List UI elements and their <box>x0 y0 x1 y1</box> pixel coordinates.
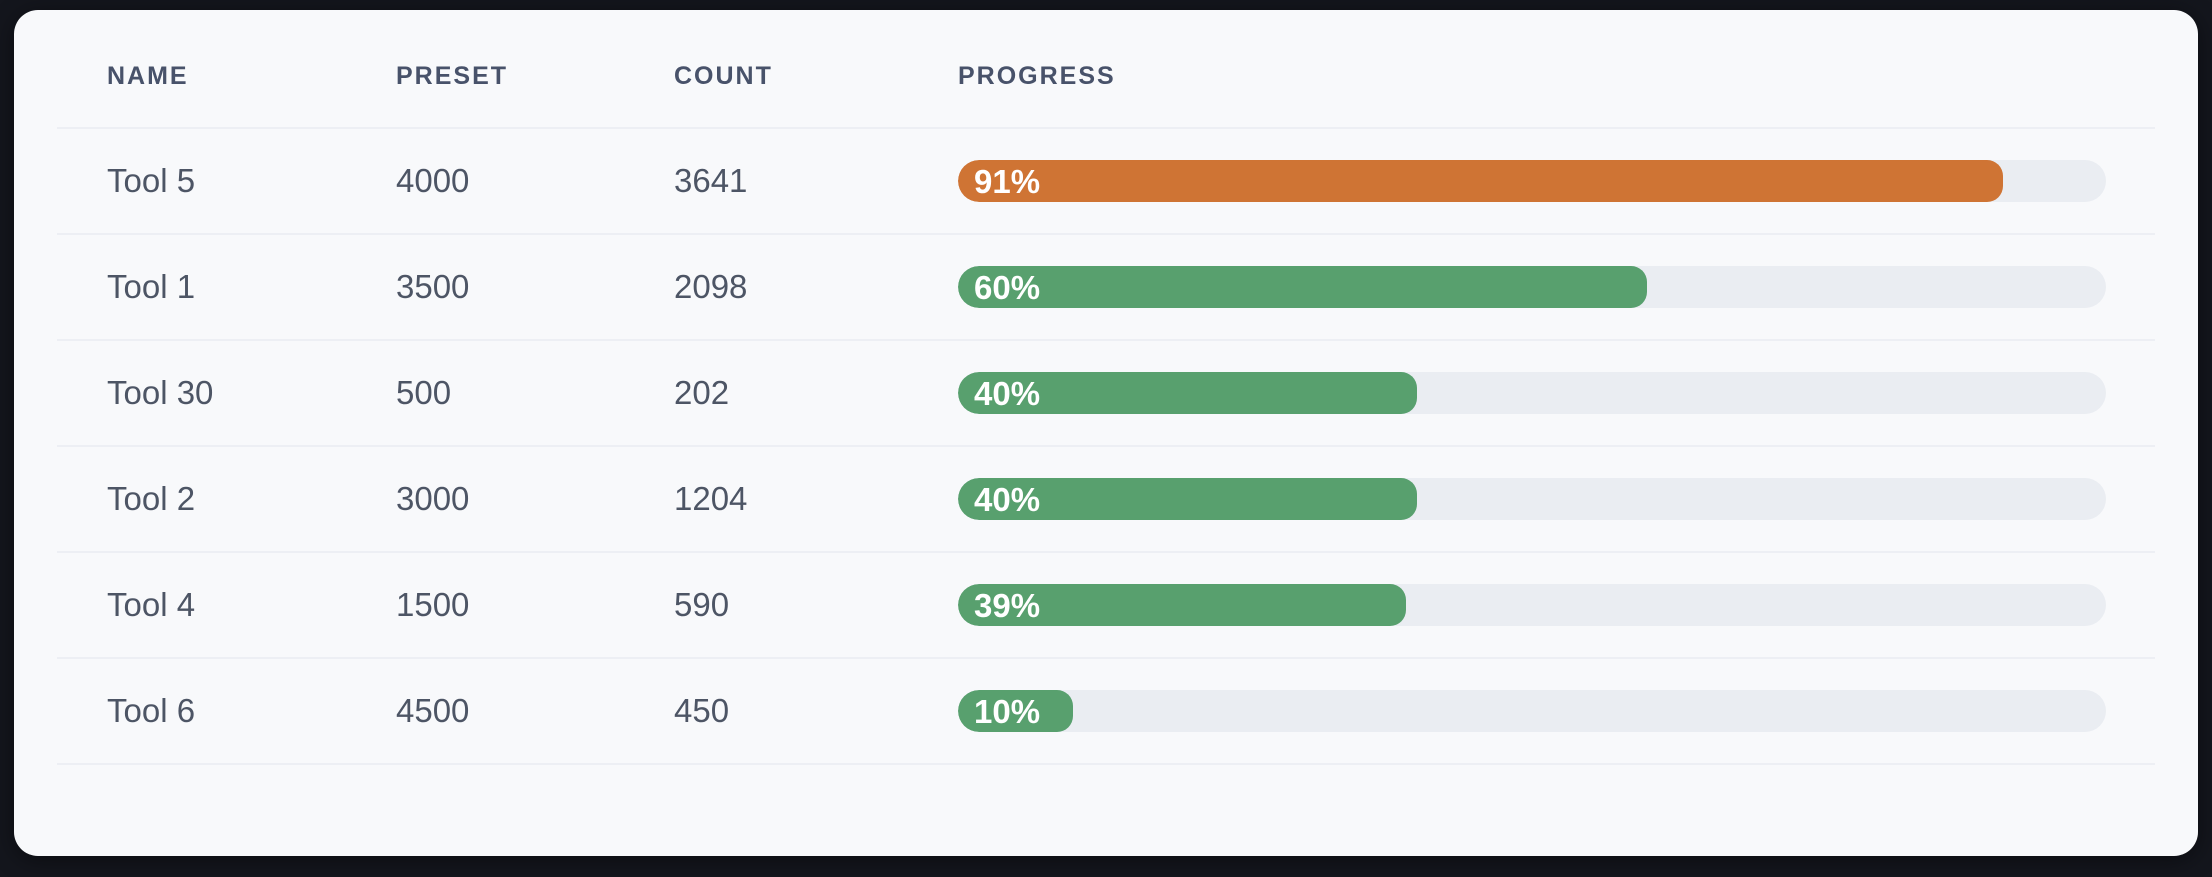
column-header-preset: PRESET <box>396 62 509 90</box>
cell-name: Tool 1 <box>107 268 196 305</box>
table-row: Tool 1 3500 2098 60% <box>57 233 2155 339</box>
table-header-row: NAME PRESET COUNT PROGRESS <box>57 10 2155 127</box>
cell-progress: 40% <box>958 372 2106 414</box>
progress-label: 60% <box>974 268 1041 306</box>
table-row: Tool 2 3000 1204 40% <box>57 445 2155 551</box>
cell-count: 590 <box>674 586 730 623</box>
cell-name: Tool 30 <box>107 374 214 411</box>
progress-bar-fill: 40% <box>958 478 1418 520</box>
cell-name: Tool 4 <box>107 586 196 623</box>
progress-bar-track: 60% <box>958 266 2106 308</box>
cell-count: 202 <box>674 374 730 411</box>
progress-bar-fill: 60% <box>958 266 1647 308</box>
progress-label: 40% <box>974 374 1041 412</box>
cell-count: 1204 <box>674 480 748 517</box>
progress-bar-track: 91% <box>958 160 2106 202</box>
table-body: Tool 5 4000 3641 91% Tool 1 3500 2098 60… <box>57 127 2155 763</box>
cell-name: Tool 6 <box>107 692 196 729</box>
cell-progress: 40% <box>958 478 2106 520</box>
progress-label: 10% <box>974 692 1041 730</box>
table-row: Tool 30 500 202 40% <box>57 339 2155 445</box>
cell-name: Tool 2 <box>107 480 196 517</box>
column-header-name: NAME <box>107 62 189 90</box>
progress-bar-fill: 91% <box>958 160 2003 202</box>
cell-progress: 60% <box>958 266 2106 308</box>
cell-preset: 3000 <box>396 480 470 517</box>
progress-bar-fill: 10% <box>958 690 1073 732</box>
table-row: Tool 4 1500 590 39% <box>57 551 2155 657</box>
cell-preset: 4000 <box>396 162 470 199</box>
progress-bar-track: 40% <box>958 372 2106 414</box>
table-row: Tool 6 4500 450 10% <box>57 657 2155 763</box>
column-header-progress: PROGRESS <box>958 62 1116 90</box>
report-card: NAME PRESET COUNT PROGRESS Tool 5 4000 3… <box>14 10 2198 856</box>
cell-count: 2098 <box>674 268 748 305</box>
cell-progress: 91% <box>958 160 2106 202</box>
table-footer-spacer <box>57 763 2155 856</box>
cell-preset: 1500 <box>396 586 470 623</box>
progress-bar-track: 40% <box>958 478 2106 520</box>
progress-label: 91% <box>974 162 1041 200</box>
cell-count: 3641 <box>674 162 748 199</box>
progress-bar-fill: 40% <box>958 372 1418 414</box>
cell-preset: 500 <box>396 374 452 411</box>
column-header-count: COUNT <box>674 62 773 90</box>
progress-label: 39% <box>974 586 1041 624</box>
cell-preset: 4500 <box>396 692 470 729</box>
tools-table: NAME PRESET COUNT PROGRESS Tool 5 4000 3… <box>57 10 2155 856</box>
cell-preset: 3500 <box>396 268 470 305</box>
progress-bar-fill: 39% <box>958 584 1406 626</box>
table-row: Tool 5 4000 3641 91% <box>57 127 2155 233</box>
cell-progress: 39% <box>958 584 2106 626</box>
progress-bar-track: 39% <box>958 584 2106 626</box>
progress-label: 40% <box>974 480 1041 518</box>
progress-bar-track: 10% <box>958 690 2106 732</box>
cell-count: 450 <box>674 692 730 729</box>
cell-progress: 10% <box>958 690 2106 732</box>
cell-name: Tool 5 <box>107 162 196 199</box>
